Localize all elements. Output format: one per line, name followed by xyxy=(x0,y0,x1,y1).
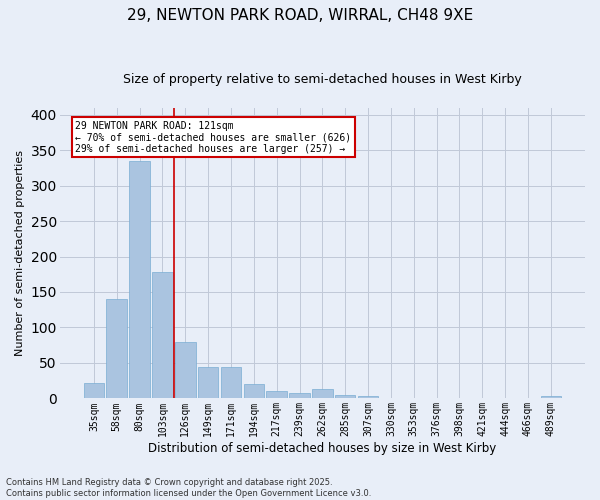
Bar xyxy=(83,383,104,398)
Bar xyxy=(266,390,287,398)
Bar xyxy=(312,389,332,398)
Bar xyxy=(106,299,127,398)
Bar xyxy=(198,367,218,398)
Title: Size of property relative to semi-detached houses in West Kirby: Size of property relative to semi-detach… xyxy=(123,72,522,86)
Y-axis label: Number of semi-detached properties: Number of semi-detached properties xyxy=(15,150,25,356)
Bar xyxy=(244,384,264,398)
Bar xyxy=(335,395,355,398)
Text: 29 NEWTON PARK ROAD: 121sqm
← 70% of semi-detached houses are smaller (626)
29% : 29 NEWTON PARK ROAD: 121sqm ← 70% of sem… xyxy=(76,120,352,154)
Bar xyxy=(175,342,196,398)
Bar xyxy=(129,160,150,398)
X-axis label: Distribution of semi-detached houses by size in West Kirby: Distribution of semi-detached houses by … xyxy=(148,442,496,455)
Bar xyxy=(289,394,310,398)
Bar xyxy=(221,367,241,398)
Bar xyxy=(358,396,379,398)
Text: Contains HM Land Registry data © Crown copyright and database right 2025.
Contai: Contains HM Land Registry data © Crown c… xyxy=(6,478,371,498)
Text: 29, NEWTON PARK ROAD, WIRRAL, CH48 9XE: 29, NEWTON PARK ROAD, WIRRAL, CH48 9XE xyxy=(127,8,473,22)
Bar xyxy=(152,272,173,398)
Bar xyxy=(541,396,561,398)
